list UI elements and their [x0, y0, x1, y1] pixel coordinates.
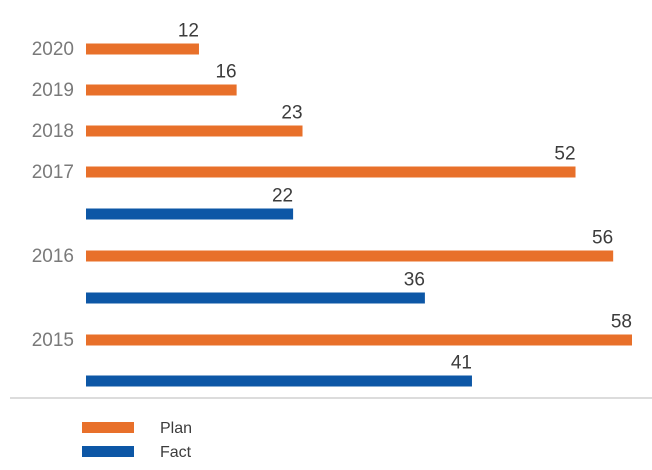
- value-label-fact-2016: 36: [404, 270, 425, 291]
- value-label-plan-2018: 23: [281, 103, 302, 124]
- year-label-2016: 2016: [32, 246, 74, 267]
- bar-fact-2015: [86, 375, 472, 387]
- value-label-plan-2020: 12: [178, 21, 199, 42]
- year-label-2019: 2019: [32, 80, 74, 101]
- value-label-fact-2017: 22: [272, 186, 293, 207]
- bar-fact-2017: [86, 208, 294, 220]
- year-label-2018: 2018: [32, 121, 74, 142]
- bar-plan-2019: [86, 84, 237, 96]
- legend-swatch-plan: [82, 422, 134, 433]
- legend-label-fact: Fact: [160, 444, 192, 461]
- year-label-2015: 2015: [32, 330, 74, 351]
- legend-swatch-fact: [82, 446, 134, 457]
- labels-layer: 2020 12 2019 16 2018 23 2017 52 22 2016 56 36 2015 58…: [32, 21, 632, 374]
- bar-plan-2018: [86, 125, 303, 137]
- bar-plan-2015: [86, 334, 632, 346]
- bar-plan-2017: [86, 166, 576, 178]
- bar-fact-2016: [86, 292, 425, 304]
- value-label-plan-2017: 52: [554, 144, 575, 165]
- bar-plan-2020: [86, 43, 199, 55]
- bar-plan-2016: [86, 250, 614, 262]
- value-label-plan-2015: 58: [611, 312, 632, 333]
- value-label-plan-2016: 56: [592, 228, 613, 249]
- value-label-plan-2019: 16: [215, 62, 236, 83]
- legend: Plan Fact: [82, 420, 192, 461]
- value-label-fact-2015: 41: [451, 353, 472, 374]
- bars-layer: [86, 43, 632, 387]
- legend-label-plan: Plan: [160, 420, 192, 437]
- year-label-2020: 2020: [32, 39, 74, 60]
- year-label-2017: 2017: [32, 162, 74, 183]
